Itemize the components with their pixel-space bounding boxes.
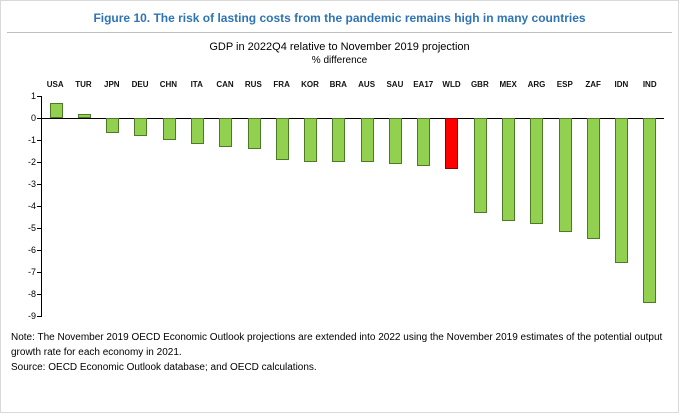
bar-aus (360, 118, 374, 162)
bar-ind (643, 118, 657, 303)
source-text: Source: OECD Economic Outlook database; … (11, 362, 317, 373)
y-tick-mark (37, 96, 42, 97)
category-labels-row: USA TUR JPN DEU CHN ITA CAN RUS FRA KOR BRA AUS SAU E… (41, 80, 664, 93)
y-tick-mark (37, 162, 42, 163)
category-label-usa: USA (46, 80, 64, 89)
note-text: Note: The November 2019 OECD Economic Ou… (11, 332, 663, 358)
bar-rus (247, 118, 261, 149)
category-label-idn: IDN (614, 80, 629, 89)
y-tick-label: -9 (27, 311, 36, 321)
category-label-can: CAN (216, 80, 234, 89)
y-tick-label: -5 (27, 223, 36, 233)
bar-bra (332, 118, 346, 162)
notes-block: Note: The November 2019 OECD Economic Ou… (11, 330, 668, 375)
category-label-esp: ESP (556, 80, 573, 89)
chart-area: USA TUR JPN DEU CHN ITA CAN RUS FRA KOR BRA AUS SAU E… (28, 80, 664, 321)
bar-sau (388, 118, 402, 165)
y-tick-label: -6 (27, 245, 36, 255)
category-label-rus: RUS (244, 80, 262, 89)
category-label-tur: TUR (75, 80, 92, 89)
category-label-fra: FRA (273, 80, 290, 89)
bar-wld (445, 118, 459, 169)
y-tick-label: -2 (27, 157, 36, 167)
bar-chn (162, 118, 176, 140)
y-tick-mark (37, 316, 42, 317)
plot-area: 1 0 -1 -2 -3 -4 -5 -6 -7 -8 -9 (28, 91, 664, 321)
category-label-ea17: EA17 (413, 80, 434, 89)
bar-usa (49, 102, 63, 118)
y-tick-mark (37, 140, 42, 141)
y-tick-label: 0 (30, 113, 36, 123)
bar-tur (77, 113, 91, 118)
category-label-kor: KOR (301, 80, 319, 89)
y-tick-mark (37, 118, 42, 119)
category-label-arg: ARG (527, 80, 546, 89)
y-tick-label: -3 (27, 179, 36, 189)
category-label-mex: MEX (499, 80, 517, 89)
bar-can (219, 118, 233, 147)
category-label-gbr: GBR (470, 80, 489, 89)
category-label-zaf: ZAF (585, 80, 601, 89)
category-label-ita: ITA (190, 80, 203, 89)
bar-esp (558, 118, 572, 233)
bar-jpn (106, 118, 120, 134)
y-tick-mark (37, 184, 42, 185)
bar-gbr (473, 118, 487, 213)
y-tick-label: -4 (27, 201, 36, 211)
y-tick-label: 1 (30, 91, 36, 101)
bar-idn (615, 118, 629, 264)
y-tick-mark (37, 228, 42, 229)
category-label-wld: WLD (442, 80, 461, 89)
bar-zaf (586, 118, 600, 239)
figure-title: Figure 10. The risk of lasting costs fro… (93, 11, 586, 25)
bar-ea17 (417, 118, 431, 167)
bar-fra (275, 118, 289, 160)
bar-ita (191, 118, 204, 145)
category-label-chn: CHN (159, 80, 178, 89)
y-tick-mark (37, 294, 42, 295)
zero-axis-line (42, 118, 664, 119)
y-tick-label: -1 (27, 135, 36, 145)
y-tick-mark (37, 272, 42, 273)
bar-mex (502, 118, 515, 222)
category-label-ind: IND (642, 80, 657, 89)
y-tick-mark (37, 250, 42, 251)
category-label-jpn: JPN (104, 80, 120, 89)
y-tick-mark (37, 206, 42, 207)
chart-title: GDP in 2022Q4 relative to November 2019 … (209, 41, 470, 53)
y-tick-label: -7 (27, 267, 36, 277)
category-label-aus: AUS (358, 80, 376, 89)
category-label-deu: DEU (131, 80, 149, 89)
bar-arg (530, 118, 544, 224)
bar-deu (134, 118, 148, 136)
chart-subtitle: % difference (311, 55, 368, 66)
category-label-sau: SAU (386, 80, 404, 89)
category-label-bra: BRA (329, 80, 347, 89)
y-tick-label: -8 (27, 289, 36, 299)
bar-kor (304, 118, 318, 162)
title-divider (7, 32, 672, 33)
